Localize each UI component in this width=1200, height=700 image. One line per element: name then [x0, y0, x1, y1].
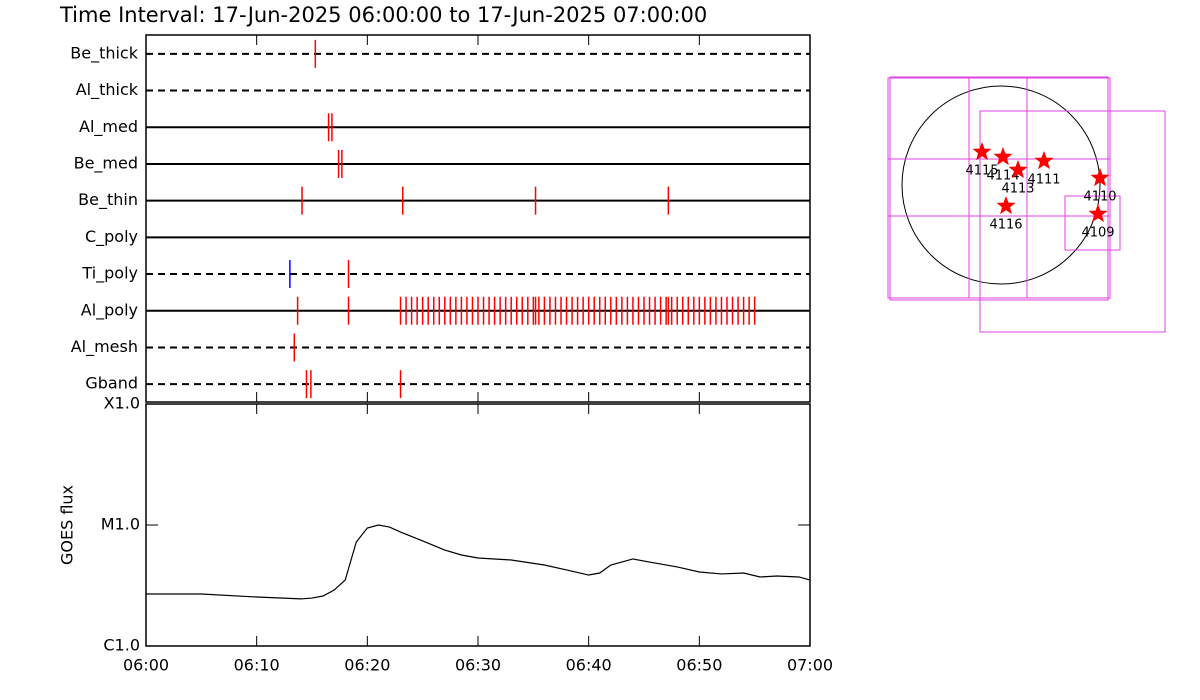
track-label: Be_med	[74, 153, 138, 173]
solar-disk	[901, 85, 1101, 285]
region-label: 4111	[1027, 173, 1060, 188]
track-label: C_poly	[85, 227, 138, 247]
region-label: 4116	[989, 218, 1022, 233]
track-label: Ti_poly	[81, 264, 138, 284]
fov-box	[1064, 195, 1121, 251]
y-tick-label: M1.0	[101, 515, 140, 534]
region-star	[1088, 204, 1108, 223]
track-label: Al_thick	[76, 80, 139, 100]
track-label: Al_mesh	[71, 337, 138, 357]
region-star	[993, 147, 1013, 166]
x-tick-label: 07:00	[787, 656, 833, 675]
region-star	[1008, 160, 1028, 179]
track-label: Be_thin	[78, 190, 138, 210]
track-label: Be_thick	[70, 43, 138, 63]
region-star	[972, 142, 992, 161]
fov-box	[979, 110, 1166, 333]
region-label: 4115	[965, 164, 998, 179]
region-label: 4110	[1083, 190, 1116, 205]
x-tick-label: 06:50	[676, 656, 722, 675]
fov-box	[887, 77, 1111, 299]
x-tick-label: 06:40	[566, 656, 612, 675]
plot-frame	[145, 403, 811, 647]
region-star	[1034, 151, 1054, 170]
goes-flux-line	[146, 524, 811, 600]
region-label: 4113	[1001, 182, 1034, 197]
sun-map	[887, 76, 1166, 333]
y-axis-title: GOES flux	[58, 485, 77, 565]
region-star	[996, 196, 1016, 215]
x-tick-label: 06:10	[234, 656, 280, 675]
region-label: 4114	[986, 169, 1019, 184]
chart-title: Time Interval: 17-Jun-2025 06:00:00 to 1…	[59, 3, 707, 27]
region-label: 4109	[1081, 226, 1114, 241]
region-star	[1090, 168, 1110, 187]
y-tick-label: C1.0	[103, 636, 140, 655]
x-tick-label: 06:30	[455, 656, 501, 675]
track-label: Gband	[85, 374, 138, 393]
x-tick-label: 06:00	[123, 656, 169, 675]
y-tick-label: X1.0	[104, 394, 140, 413]
fov-box	[889, 76, 1109, 301]
x-tick-label: 06:20	[344, 656, 390, 675]
track-label: Al_med	[79, 117, 138, 137]
track-label: Al_poly	[81, 300, 138, 320]
